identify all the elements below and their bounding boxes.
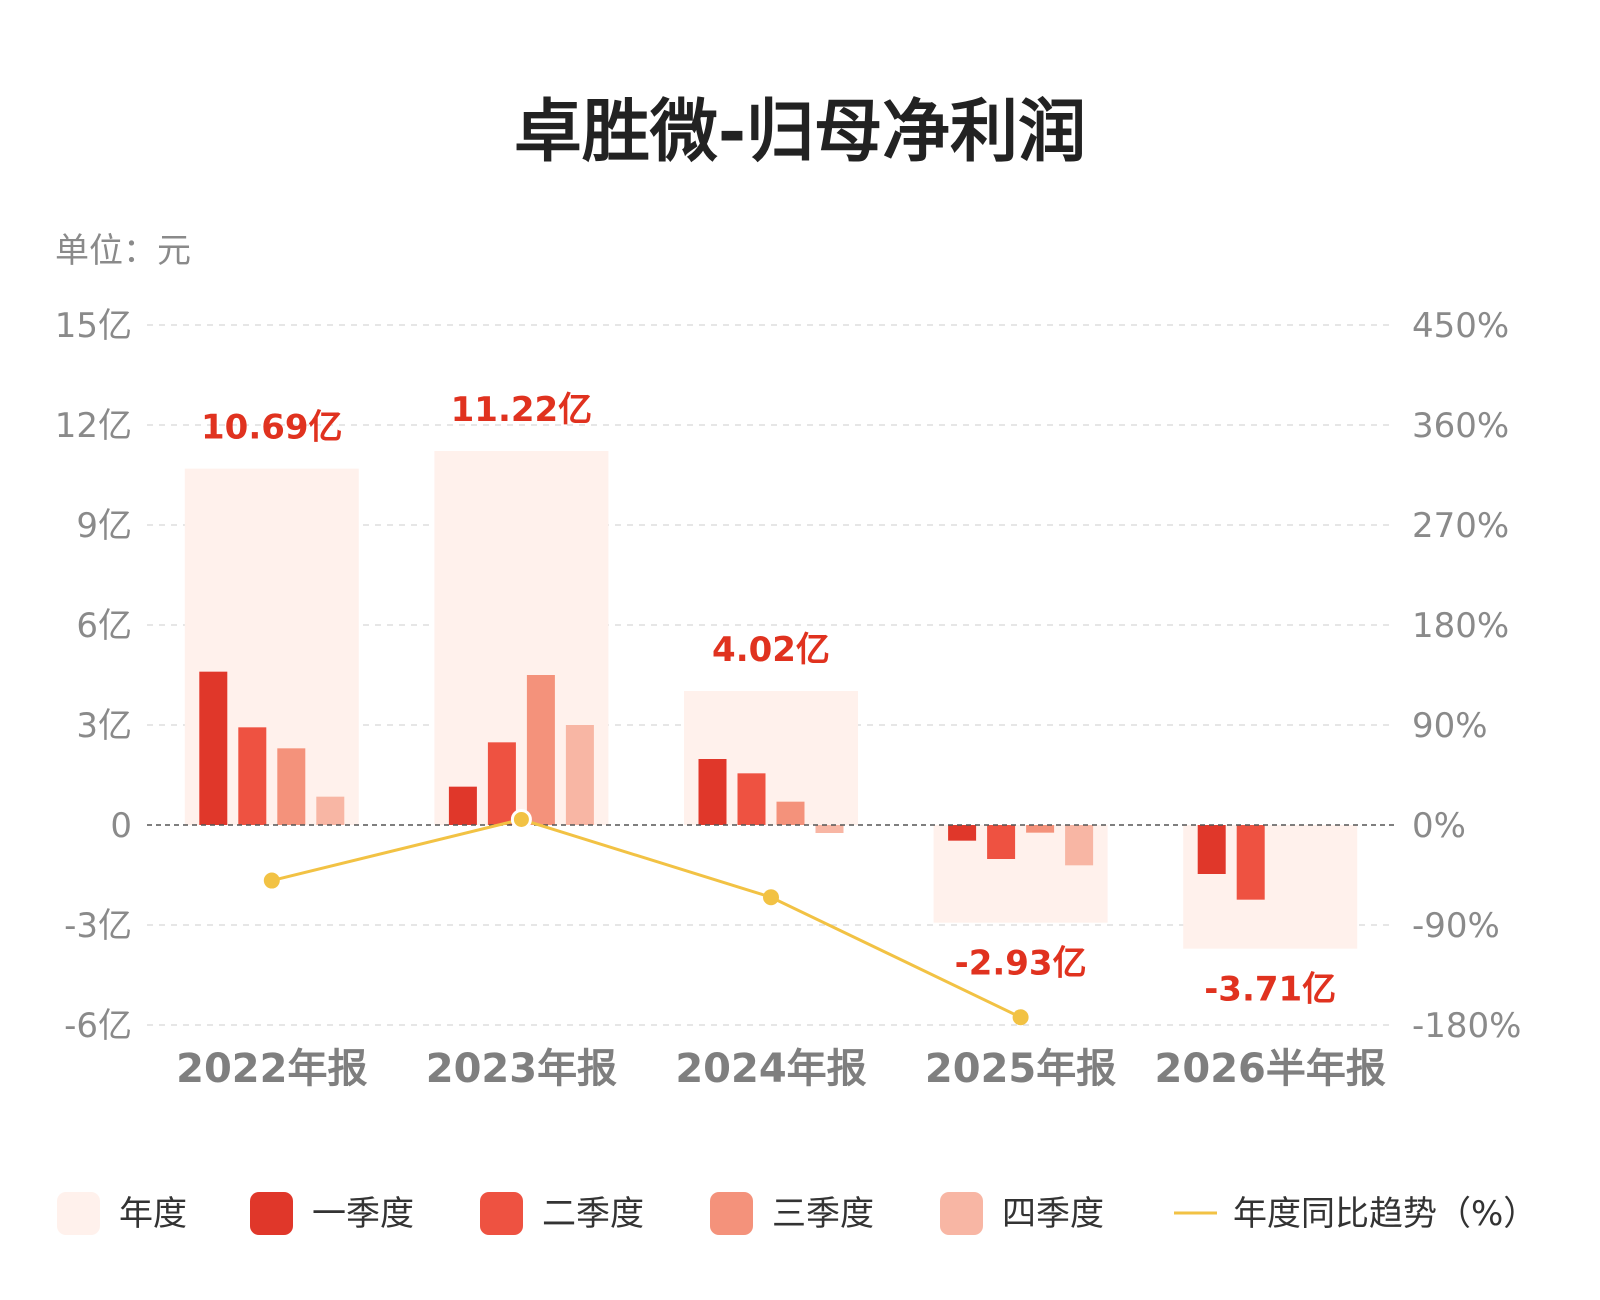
quarter-bar [238, 727, 267, 825]
quarter-bar [448, 786, 477, 825]
legend-q2-label: 二季度 [542, 1194, 644, 1234]
quarter-bar [698, 759, 727, 825]
quarter-bar [737, 773, 766, 825]
quarter-bar [1197, 825, 1226, 874]
annual-total-label: -3.71亿 [1204, 970, 1336, 1010]
quarter-bar [565, 725, 594, 825]
x-category-label: 2024年报 [675, 1046, 866, 1092]
quarter-bar [526, 675, 555, 825]
y-left-tick-label: 15亿 [55, 306, 132, 346]
annual-total-label: 11.22亿 [451, 390, 593, 430]
legend-trend-label: 年度同比趋势（%） [1233, 1194, 1537, 1234]
y-left-tick-label: 9亿 [76, 506, 132, 546]
quarter-bar [1236, 825, 1265, 900]
y-right-tick-label: 0% [1412, 806, 1466, 846]
legend-layer: 年度 一季度 二季度 三季度 四季度 年度同比趋势（%） [57, 1192, 1537, 1235]
y-left-tick-label: 3亿 [76, 706, 132, 746]
y-right-tick-label: 360% [1412, 406, 1509, 446]
chart-title: 卓胜微-归母净利润 [514, 93, 1086, 172]
trend-point [510, 808, 532, 830]
quarter-bar [987, 825, 1016, 859]
quarter-bar [316, 796, 345, 825]
y-left-tick-label: 12亿 [55, 406, 132, 446]
x-category-label: 2022年报 [176, 1046, 367, 1092]
y-right-tick-label: -180% [1412, 1006, 1521, 1046]
legend-q1-swatch [250, 1192, 293, 1235]
legend-annual-label: 年度 [119, 1194, 187, 1234]
annual-total-label: 4.02亿 [712, 630, 830, 670]
y-right-tick-label: 90% [1412, 706, 1488, 746]
quarter-bar [1065, 825, 1094, 866]
label-layer: 10.69亿 11.22亿 4.02亿 -2.93亿 -3.71亿 [201, 390, 1336, 1010]
unit-label: 单位：元 [55, 231, 191, 271]
y-right-tick-label: 270% [1412, 506, 1509, 546]
quarter-bar [199, 671, 228, 825]
x-category-label: 2026半年报 [1155, 1046, 1386, 1092]
trend-layer [263, 808, 1029, 1026]
legend-q4-label: 四季度 [1002, 1194, 1104, 1234]
legend-q2-swatch [480, 1192, 523, 1235]
trend-point [1012, 1009, 1029, 1026]
y-right-tick-label: 450% [1412, 306, 1509, 346]
quarter-bar [1026, 825, 1055, 833]
axis-layer: 15亿 12亿 9亿 6亿 3亿 0 -3亿 -6亿 450% 360% 270% 180% 90% 0%… [55, 306, 1522, 1092]
trend-line [271, 817, 1022, 1019]
legend-q3-swatch [710, 1192, 753, 1235]
y-right-tick-label: 180% [1412, 606, 1509, 646]
y-left-tick-label: -3亿 [64, 906, 132, 946]
y-left-tick-label: -6亿 [64, 1006, 132, 1046]
quarter-bar [487, 742, 516, 825]
y-left-tick-label: 6亿 [76, 606, 132, 646]
x-category-label: 2023年报 [426, 1046, 617, 1092]
trend-point [263, 872, 280, 889]
x-category-label: 2025年报 [925, 1046, 1116, 1092]
quarter-bar [776, 801, 805, 825]
annual-total-label: -2.93亿 [955, 944, 1087, 984]
trend-point [763, 889, 779, 906]
quarter-bar [277, 748, 306, 825]
quarter-bar [815, 825, 844, 833]
annual-total-label: 10.69亿 [201, 408, 343, 448]
quarter-bar [948, 825, 977, 841]
legend-annual-swatch [57, 1192, 100, 1235]
bar-layer [199, 671, 1265, 900]
legend-q4-swatch [940, 1192, 983, 1235]
legend-q1-label: 一季度 [312, 1194, 414, 1234]
legend-q3-label: 三季度 [772, 1194, 874, 1234]
y-left-tick-label: 0 [110, 806, 132, 846]
y-right-tick-label: -90% [1412, 906, 1500, 946]
